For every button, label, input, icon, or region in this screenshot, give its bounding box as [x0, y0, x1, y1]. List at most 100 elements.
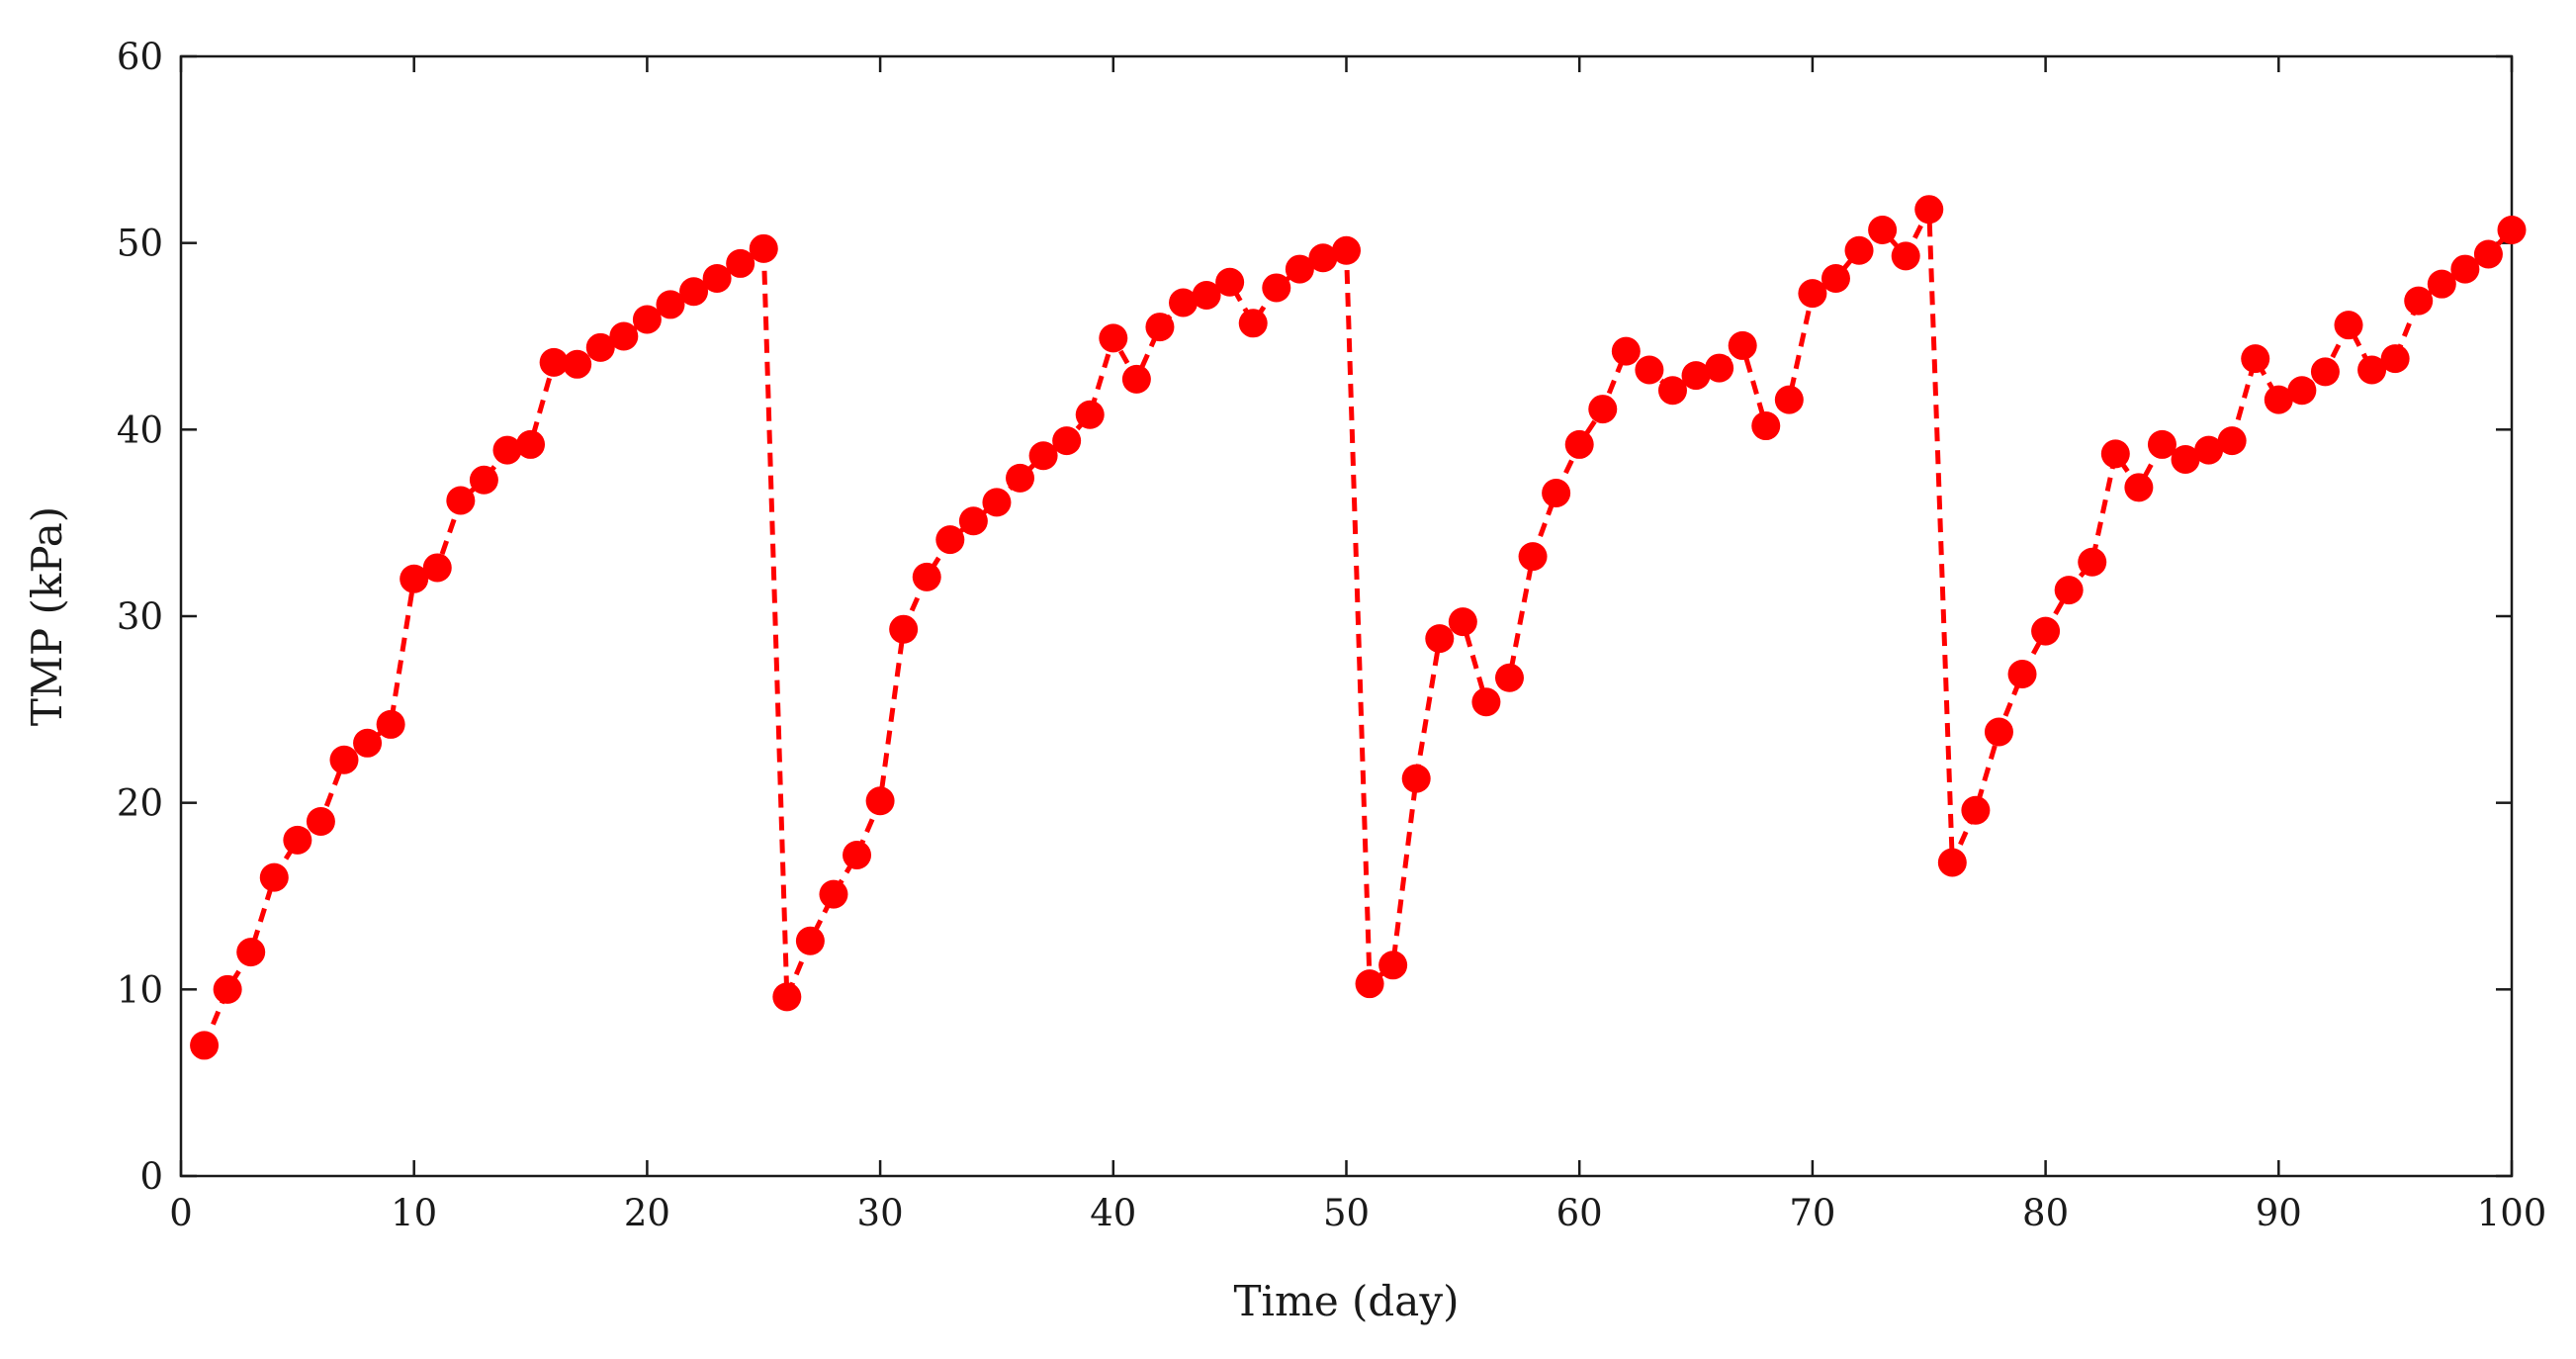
data-point [400, 564, 429, 593]
data-point [329, 745, 359, 774]
data-point [1518, 542, 1548, 572]
x-tick-label: 20 [624, 1192, 670, 1234]
data-point [2427, 269, 2456, 299]
data-point [679, 277, 709, 307]
data-point [1984, 717, 2013, 747]
data-point [1611, 336, 1641, 366]
data-point [912, 562, 941, 591]
y-axis-title: TMP (kPa) [23, 506, 71, 726]
data-point [2194, 435, 2224, 465]
data-point [1378, 951, 1408, 980]
data-point [2007, 659, 2037, 688]
data-point [2054, 576, 2084, 605]
data-point [2171, 445, 2200, 475]
data-point [2217, 426, 2247, 456]
data-point [1751, 411, 1781, 441]
data-point [492, 435, 522, 465]
data-point [1937, 848, 1967, 877]
x-tick-label: 90 [2256, 1192, 2302, 1234]
data-point [2124, 473, 2154, 502]
data-point [1192, 280, 1221, 310]
data-point [1542, 478, 1571, 507]
data-point [726, 248, 755, 278]
data-point [1448, 607, 1477, 637]
axis-labels: Time (day) TMP (kPa) [23, 506, 1459, 1325]
data-point [2078, 547, 2107, 577]
data-point [2031, 616, 2061, 646]
data-point [1308, 243, 1338, 273]
data-point [306, 807, 335, 837]
y-tick-label: 0 [139, 1155, 163, 1198]
data-point [1774, 385, 1804, 414]
data-point [1494, 663, 1524, 692]
data-point [1844, 235, 1874, 265]
series-layer [190, 195, 2527, 1060]
data-point [1052, 426, 1082, 456]
x-tick-label: 0 [169, 1192, 193, 1234]
data-point [2404, 286, 2434, 316]
x-axis-title: Time (day) [1234, 1277, 1460, 1325]
data-point [865, 786, 895, 816]
data-point [353, 728, 383, 758]
data-point [1564, 429, 1594, 459]
data-point [469, 465, 498, 495]
x-tick-label: 10 [391, 1192, 437, 1234]
data-point [795, 926, 825, 955]
y-tick-label: 60 [117, 36, 163, 78]
series-line-tmp [202, 208, 2514, 1046]
data-point [1401, 764, 1431, 793]
data-point [283, 825, 312, 855]
data-point [1705, 353, 1734, 383]
x-tick-label: 100 [2477, 1192, 2547, 1234]
data-point [2357, 355, 2387, 385]
data-point [1028, 441, 1058, 471]
data-point [982, 488, 1012, 517]
data-point [2264, 385, 2293, 414]
data-point [819, 879, 848, 909]
data-point [1635, 355, 1664, 385]
data-point [1798, 279, 1827, 309]
data-point [632, 305, 662, 334]
data-point [2334, 311, 2363, 340]
data-point [609, 321, 639, 351]
plot-frame [179, 54, 2514, 1178]
data-point [1169, 288, 1199, 317]
data-point [236, 938, 266, 967]
data-point [1657, 376, 1687, 406]
x-tick-label: 80 [2022, 1192, 2069, 1234]
data-point [422, 553, 452, 583]
data-point [539, 347, 569, 377]
data-point [889, 614, 919, 644]
data-point [843, 840, 872, 869]
data-point [1215, 267, 1245, 297]
data-point [1099, 323, 1128, 353]
y-tick-label: 20 [117, 782, 163, 825]
data-point [1332, 235, 1361, 265]
data-point [1914, 195, 1944, 225]
data-point [1821, 264, 1850, 294]
data-point [376, 709, 405, 739]
x-tick-label: 60 [1556, 1192, 1603, 1234]
data-point [1145, 313, 1175, 342]
data-point [1238, 309, 1268, 338]
data-point [2241, 344, 2270, 374]
data-point [2287, 376, 2317, 406]
data-point [1121, 364, 1151, 394]
data-point [1728, 330, 1757, 360]
data-point [516, 429, 546, 459]
data-point [1961, 795, 1991, 825]
data-point [2497, 215, 2527, 244]
data-point [2380, 344, 2410, 374]
y-tick-label: 30 [117, 595, 163, 638]
data-point [1355, 969, 1384, 999]
data-point [935, 525, 965, 555]
data-point [2100, 439, 2130, 469]
data-point [772, 982, 802, 1012]
data-point [2310, 357, 2340, 387]
y-tick-label: 10 [117, 968, 163, 1011]
data-point [2450, 254, 2480, 284]
data-point [259, 862, 289, 892]
x-tick-label: 50 [1323, 1192, 1370, 1234]
